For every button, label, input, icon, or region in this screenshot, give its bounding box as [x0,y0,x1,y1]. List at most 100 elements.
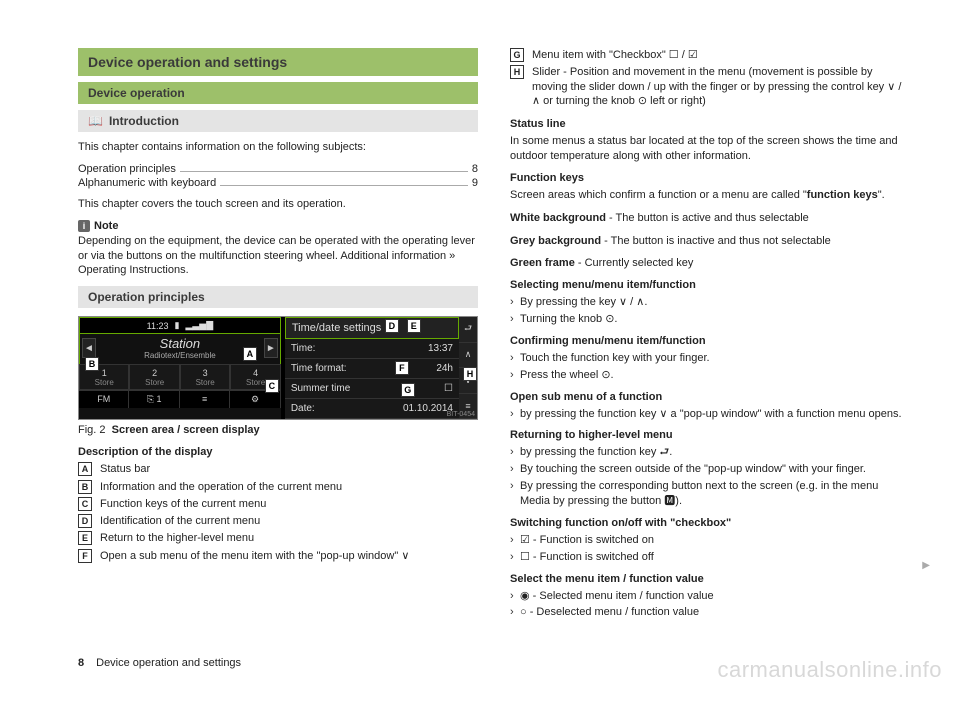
confirm-list: Touch the function key with your finger.… [510,351,910,383]
figure-number: Fig. 2 [78,424,106,436]
preset-button[interactable]: 2Store [129,364,179,390]
description-heading: Description of the display [78,446,478,458]
book-icon: 📖 [88,114,103,128]
prev-station-button[interactable]: ◄ [82,338,96,358]
toc-page: 8 [472,163,478,175]
watermark: carmanualsonline.info [717,657,942,683]
toc-row: Operation principles 8 [78,163,478,175]
intro-paragraph: This chapter contains information on the… [78,140,478,155]
fig-right-panel: Time/date settings Time:13:37 Time forma… [285,317,477,419]
settings-header: Time/date settings [285,317,459,339]
note-heading: i Note [78,220,478,232]
letter-box: D [78,514,92,528]
list-item: By pressing the corresponding button nex… [510,479,910,509]
next-station-button[interactable]: ► [264,338,278,358]
select-list: By pressing the key ∨ / ∧. Turning the k… [510,295,910,327]
callout-h: H [463,367,477,381]
list-item: FOpen a sub menu of the menu item with t… [78,549,478,563]
switch-list: ☑ - Function is switched on ☐ - Function… [510,533,910,565]
list-item: ◉ - Selected menu item / function value [510,589,910,604]
figure-id: BIT-0454 [447,411,475,418]
list-item: HSlider - Position and movement in the m… [510,65,910,108]
description-list: AStatus bar BInformation and the operati… [78,462,478,563]
description-list-2: GMenu item with "Checkbox" ☐ / ☑ HSlider… [510,48,910,108]
list-item: ☑ - Function is switched on [510,533,910,548]
callout-e: E [407,319,421,333]
heading-3-op: Operation principles [78,286,478,308]
right-column: GMenu item with "Checkbox" ☐ / ☑ HSlider… [510,48,910,628]
settings-row[interactable]: Date:01.10.2014 [285,399,459,419]
list-item: EReturn to the higher-level menu [78,531,478,545]
preset-button[interactable]: 3Store [180,364,230,390]
list-item: CFunction keys of the current menu [78,497,478,511]
figure-caption: Fig. 2 Screen area / screen display [78,424,478,436]
settings-row[interactable]: Time:13:37 [285,339,459,359]
preset-page-button[interactable]: ⎘ 1 [129,391,179,408]
return-heading: Returning to higher-level menu [510,429,910,441]
white-bg-line: White background - The button is active … [510,211,910,226]
function-keys-heading: Function keys [510,172,910,184]
covers-paragraph: This chapter covers the touch screen and… [78,197,478,212]
status-line-heading: Status line [510,118,910,130]
letter-box: E [78,531,92,545]
fig-status-bar: 11:23 ▮ ▂▃▅▇ [79,317,281,334]
value-heading: Select the menu item / function value [510,573,910,585]
callout-d: D [385,319,399,333]
letter-box: F [78,549,92,563]
fig-time: 11:23 [147,321,169,331]
green-frame-line: Green frame - Currently selected key [510,256,910,271]
back-button[interactable]: ⮐ [459,317,477,343]
toc-page: 9 [472,177,478,189]
settings-row[interactable]: Summer time☐ [285,379,459,399]
list-item: By pressing the key ∨ / ∧. [510,295,910,310]
list-item: ☐ - Function is switched off [510,550,910,565]
toc-leader [220,185,468,186]
scroll-up-button[interactable]: ∧ [459,343,477,369]
fig-presets: 1Store 2Store 3Store 4Store [79,364,281,390]
callout-f: F [395,361,409,375]
return-list: by pressing the function key ⮐. By touch… [510,445,910,508]
list-item: by pressing the function key ∨ a "pop-up… [510,407,910,422]
list-item: GMenu item with "Checkbox" ☐ / ☑ [510,48,910,62]
letter-box: H [510,65,524,79]
list-item: Press the wheel ⊙. [510,368,910,383]
list-item: DIdentification of the current menu [78,514,478,528]
open-sub-heading: Open sub menu of a function [510,391,910,403]
left-column: Device operation and settings Device ope… [78,48,478,628]
heading-3-intro: 📖 Introduction [78,110,478,132]
list-item: BInformation and the operation of the cu… [78,480,478,494]
page-number: 8 [78,657,84,669]
list-item: Turning the knob ⊙. [510,312,910,327]
confirm-heading: Confirming menu/menu item/function [510,335,910,347]
info-icon: i [78,220,90,232]
callout-b: B [85,357,99,371]
heading-1: Device operation and settings [78,48,478,76]
footer-title: Device operation and settings [96,657,241,669]
settings-row[interactable]: Time format:24h [285,359,459,379]
toc-leader [180,171,468,172]
figure-2: 11:23 ▮ ▂▃▅▇ ◄ ► Station Radiotext/Ensem… [78,316,478,436]
list-item: AStatus bar [78,462,478,476]
callout-g: G [401,383,415,397]
fig-bottom-bar: FM ⎘ 1 ≡ ⚙ [79,390,281,408]
list-item: Touch the function key with your finger. [510,351,910,366]
list-item: ○ - Deselected menu / function value [510,605,910,620]
list-item: By touching the screen outside of the "p… [510,462,910,477]
page-footer: 8 Device operation and settings [78,657,241,669]
h3-text: Introduction [109,114,179,128]
figure-text: Screen area / screen display [112,424,260,436]
band-button[interactable]: FM [79,391,129,408]
grey-bg-line: Grey background - The button is inactive… [510,234,910,249]
heading-2: Device operation [78,82,478,104]
signal-icon: ▂▃▅▇ [185,320,213,331]
callout-a: A [243,347,257,361]
status-line-body: In some menus a status bar located at th… [510,134,910,164]
list-button[interactable]: ≡ [180,391,230,408]
note-label: Note [94,220,118,232]
battery-icon: ▮ [175,320,180,331]
note-body: Depending on the equipment, the device c… [78,234,478,279]
switch-heading: Switching function on/off with "checkbox… [510,517,910,529]
settings-button[interactable]: ⚙ [230,391,280,408]
continue-arrow-icon: ▶ [922,560,930,571]
letter-box: A [78,462,92,476]
